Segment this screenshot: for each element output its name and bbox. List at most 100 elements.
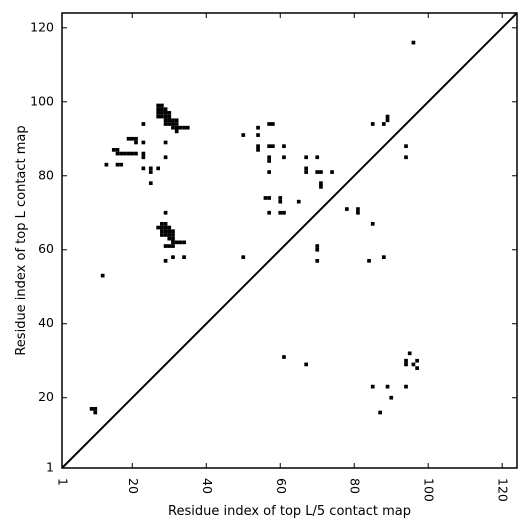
y-tick-label: 40 [38, 315, 54, 330]
contact-point-top-l [156, 225, 161, 230]
contact-point-top-l5 [411, 362, 416, 367]
x-tick-label: 40 [200, 478, 215, 494]
contact-point-top-l [282, 144, 286, 149]
contact-point-top-l [174, 118, 179, 123]
contact-point-top-l5 [89, 406, 94, 411]
contact-point-top-l [241, 133, 246, 137]
contact-point-top-l5 [381, 122, 386, 126]
contact-point-top-l [160, 114, 164, 119]
contact-point-top-l5 [404, 155, 408, 160]
contact-point-top-l [115, 162, 120, 167]
contact-point-top-l [163, 244, 168, 248]
contact-point-top-l [182, 240, 186, 245]
contact-point-top-l [134, 151, 138, 156]
contact-point-top-l [182, 255, 186, 259]
contact-point-top-l [167, 233, 172, 237]
x-tick-label: 1 [56, 478, 71, 486]
contact-point-top-l5 [370, 384, 375, 389]
contact-point-top-l [160, 103, 164, 108]
contact-point-top-l5 [404, 358, 408, 363]
contact-point-top-l5 [415, 366, 419, 370]
contact-point-top-l [167, 122, 172, 126]
contact-point-top-l [256, 133, 260, 137]
contact-point-top-l [119, 162, 124, 167]
contact-point-top-l5 [404, 384, 408, 389]
contact-point-top-l [156, 111, 161, 115]
contact-point-top-l [278, 199, 283, 204]
contact-point-top-l [160, 111, 164, 115]
contact-point-top-l [171, 122, 175, 126]
contact-point-top-l [167, 244, 172, 248]
contact-point-top-l [156, 114, 161, 119]
contact-point-top-l [163, 225, 168, 230]
contact-point-top-l [156, 107, 161, 112]
contact-point-top-l [282, 155, 286, 160]
contact-point-top-l [319, 181, 323, 186]
contact-point-top-l [304, 155, 308, 160]
contact-point-top-l [304, 170, 308, 174]
contact-point-top-l [167, 236, 172, 241]
contact-point-top-l [167, 229, 172, 234]
contact-point-top-l5 [370, 222, 375, 226]
contact-point-top-l [163, 233, 168, 237]
contact-point-top-l [330, 170, 334, 174]
contact-point-top-l5 [378, 410, 382, 415]
contact-point-top-l [141, 151, 146, 156]
contact-point-top-l [163, 222, 168, 226]
contact-point-top-l5 [370, 122, 375, 126]
contact-point-top-l [185, 125, 190, 130]
contact-point-top-l [163, 107, 168, 112]
y-axis-label: Residue index of top L contact map [14, 125, 29, 355]
contact-point-top-l [241, 255, 246, 259]
contact-point-top-l [130, 136, 135, 141]
contact-point-top-l [148, 166, 153, 171]
contact-point-top-l5 [315, 244, 320, 248]
contact-point-top-l [167, 114, 172, 119]
contact-point-top-l [171, 125, 175, 130]
contact-point-top-l5 [385, 384, 390, 389]
plot-frame [61, 12, 518, 469]
contact-point-top-l [160, 222, 164, 226]
contact-point-top-l [148, 181, 153, 186]
contact-point-top-l [271, 122, 275, 126]
contact-point-top-l [163, 229, 168, 234]
contact-point-top-l5 [407, 351, 412, 356]
contact-point-top-l [163, 155, 168, 160]
contact-point-top-l [267, 144, 271, 149]
contact-point-top-l [174, 125, 179, 130]
contact-point-top-l [267, 196, 271, 200]
contact-point-top-l [171, 240, 175, 245]
contact-point-top-l [111, 148, 116, 152]
contact-point-top-l5 [304, 362, 308, 367]
contact-point-top-l [115, 148, 120, 152]
x-tick-label: 20 [126, 478, 141, 494]
contact-point-top-l [267, 122, 271, 126]
contact-point-top-l5 [381, 255, 386, 259]
contact-point-top-l [163, 122, 168, 126]
contact-point-top-l [182, 125, 186, 130]
contact-point-top-l [163, 118, 168, 123]
contact-point-top-l [134, 140, 138, 145]
contact-point-top-l [315, 155, 320, 160]
contact-point-top-l [100, 273, 105, 278]
contact-point-top-l5 [389, 395, 394, 400]
contact-point-top-l [174, 129, 179, 134]
contact-point-top-l [163, 111, 168, 115]
x-tick-label: 60 [274, 478, 289, 494]
contact-point-top-l [315, 170, 320, 174]
contact-point-top-l [267, 155, 271, 160]
contact-point-top-l5 [385, 118, 390, 123]
contact-point-top-l5 [315, 259, 320, 263]
contact-point-top-l [156, 166, 161, 171]
contact-point-top-l [174, 122, 179, 126]
y-tick-label: 80 [38, 167, 54, 182]
contact-point-top-l [141, 155, 146, 160]
contact-point-top-l5 [404, 144, 408, 149]
contact-point-top-l [160, 229, 164, 234]
contact-point-top-l5 [282, 355, 286, 359]
contact-point-top-l [160, 107, 164, 112]
contact-point-top-l [174, 240, 179, 245]
contact-point-top-l5 [93, 406, 98, 411]
contact-point-top-l [104, 162, 109, 167]
x-tick-label: 100 [422, 478, 437, 502]
